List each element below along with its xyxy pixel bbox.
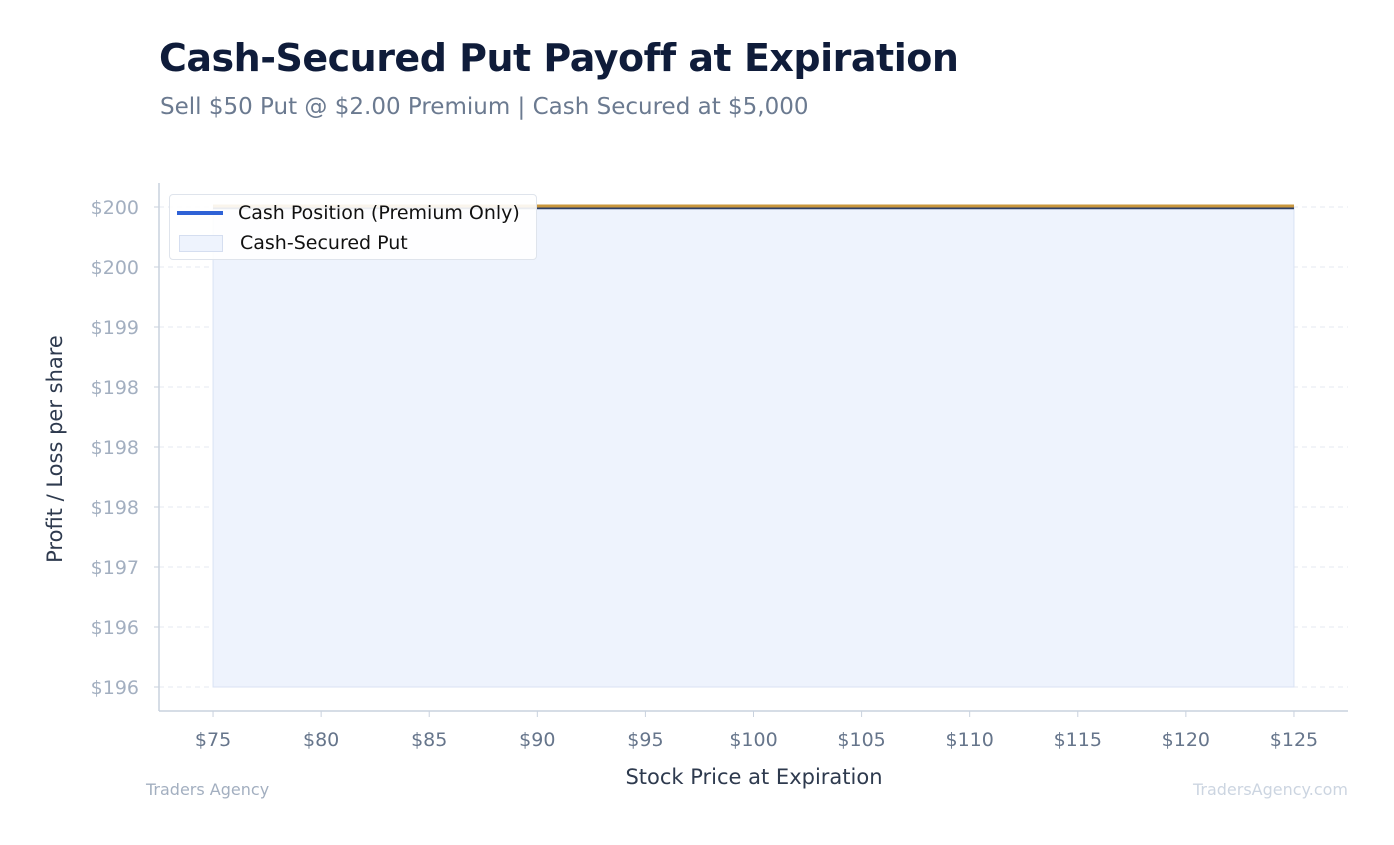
x-tick-label: $100	[729, 729, 777, 751]
area-series	[212, 206, 1295, 688]
y-tick-label: $198	[91, 497, 139, 519]
legend-label: Cash-Secured Put	[240, 232, 408, 254]
x-tick-label: $95	[627, 729, 663, 751]
footer-brand: Traders Agency	[146, 780, 270, 799]
footer-website: TradersAgency.com	[1192, 780, 1348, 799]
legend-label: Cash Position (Premium Only)	[238, 202, 520, 224]
x-tick-label: $110	[946, 729, 994, 751]
area-cash-secured-put	[212, 206, 1295, 688]
legend-line-swatch	[177, 211, 223, 215]
chart-subtitle: Sell $50 Put @ $2.00 Premium | Cash Secu…	[160, 94, 809, 120]
x-tick-label: $75	[195, 729, 231, 751]
chart-title: Cash-Secured Put Payoff at Expiration	[159, 36, 959, 80]
chart-legend: Cash Position (Premium Only) Cash-Secure…	[169, 194, 537, 260]
y-axis-label: Profit / Loss per share	[43, 335, 67, 563]
legend-item-cash-position: Cash Position (Premium Only)	[177, 201, 520, 225]
x-tick-label: $105	[837, 729, 885, 751]
y-tick-label: $196	[91, 617, 139, 639]
x-tick-label: $80	[303, 729, 339, 751]
y-tick-label: $198	[91, 437, 139, 459]
y-tick-label: $196	[91, 677, 139, 699]
y-tick-label: $200	[91, 197, 139, 219]
x-tick-label: $120	[1162, 729, 1210, 751]
x-tick-label: $90	[519, 729, 555, 751]
x-tick-label: $85	[411, 729, 447, 751]
x-tick-label: $115	[1054, 729, 1102, 751]
legend-area-swatch	[179, 234, 223, 252]
y-tick-label: $200	[91, 257, 139, 279]
y-tick-label: $199	[91, 317, 139, 339]
x-tick-label: $125	[1270, 729, 1318, 751]
y-tick-label: $197	[91, 557, 139, 579]
y-ticks: $196 $196 $197 $198 $198 $198 $199 $200 $200	[91, 197, 159, 699]
x-axis-label: Stock Price at Expiration	[625, 765, 882, 789]
legend-item-cash-secured-put: Cash-Secured Put	[177, 231, 408, 255]
x-ticks: $75 $80 $85 $90 $95 $100 $105 $110 $115 $120 $125	[195, 711, 1318, 751]
y-tick-label: $198	[91, 377, 139, 399]
